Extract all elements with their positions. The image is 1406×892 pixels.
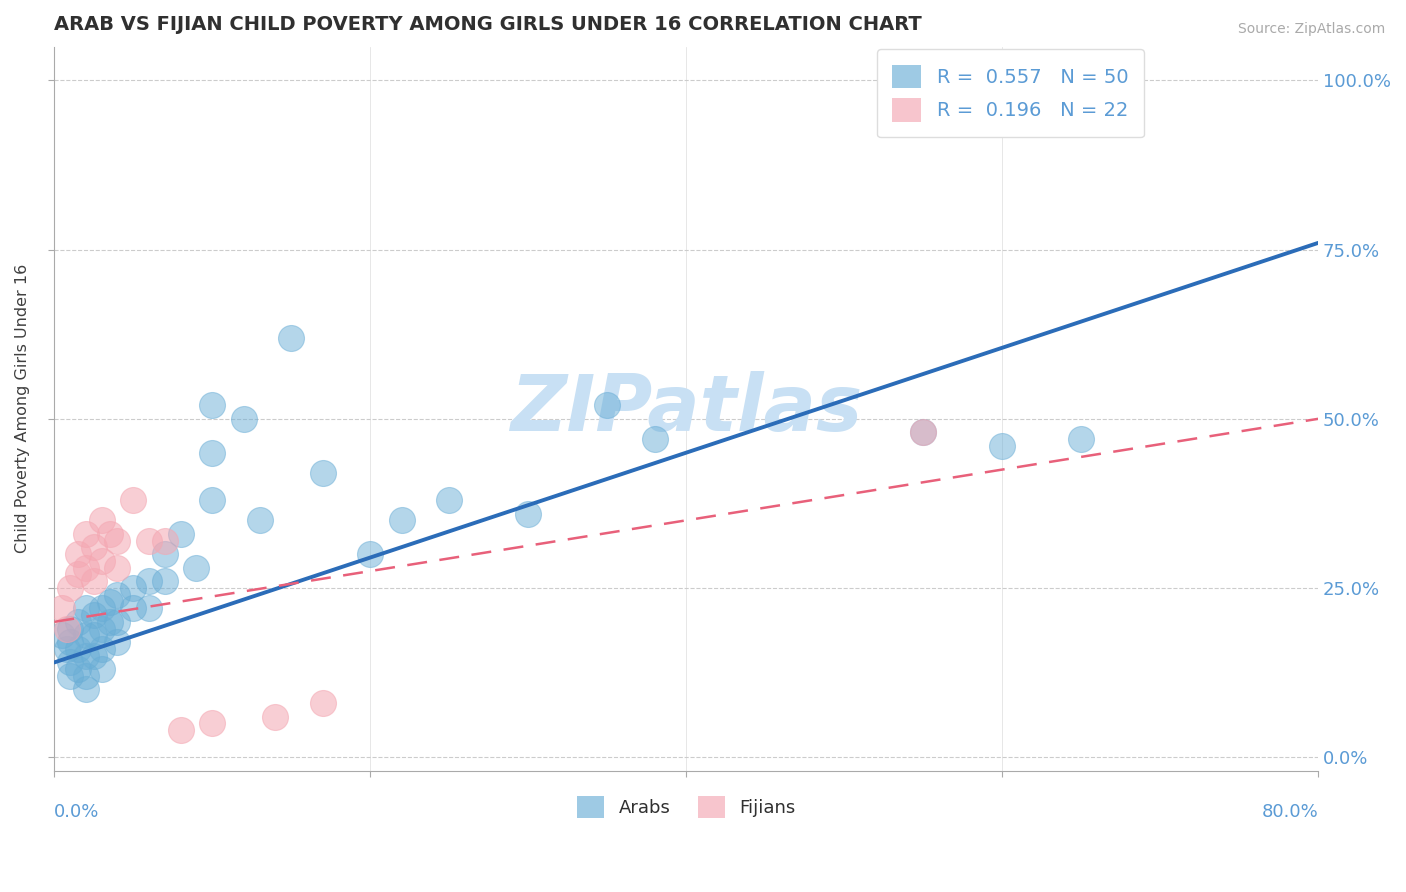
Point bbox=[249, 513, 271, 527]
Point bbox=[264, 709, 287, 723]
Point bbox=[107, 533, 129, 548]
Point bbox=[439, 493, 461, 508]
Point bbox=[912, 425, 935, 440]
Point bbox=[56, 622, 79, 636]
Text: Source: ZipAtlas.com: Source: ZipAtlas.com bbox=[1237, 22, 1385, 37]
Point bbox=[596, 398, 619, 412]
Point bbox=[75, 648, 97, 663]
Point bbox=[66, 615, 89, 629]
Point bbox=[107, 560, 129, 574]
Y-axis label: Child Poverty Among Girls Under 16: Child Poverty Among Girls Under 16 bbox=[15, 264, 30, 553]
Point bbox=[201, 445, 224, 459]
Point bbox=[138, 574, 160, 589]
Point bbox=[98, 594, 121, 608]
Point bbox=[75, 628, 97, 642]
Point bbox=[56, 641, 79, 656]
Point bbox=[75, 526, 97, 541]
Point bbox=[201, 493, 224, 508]
Point bbox=[201, 398, 224, 412]
Point bbox=[644, 432, 666, 446]
Point bbox=[312, 696, 335, 710]
Point bbox=[517, 507, 540, 521]
Point bbox=[122, 581, 145, 595]
Point bbox=[153, 533, 176, 548]
Point bbox=[75, 682, 97, 697]
Point bbox=[107, 635, 129, 649]
Point bbox=[59, 622, 82, 636]
Point bbox=[51, 601, 73, 615]
Point bbox=[59, 669, 82, 683]
Text: ARAB VS FIJIAN CHILD POVERTY AMONG GIRLS UNDER 16 CORRELATION CHART: ARAB VS FIJIAN CHILD POVERTY AMONG GIRLS… bbox=[55, 15, 922, 34]
Point bbox=[122, 493, 145, 508]
Point bbox=[98, 615, 121, 629]
Point bbox=[186, 560, 208, 574]
Point bbox=[170, 526, 193, 541]
Point bbox=[83, 541, 105, 555]
Point bbox=[90, 554, 112, 568]
Point bbox=[66, 567, 89, 582]
Point bbox=[138, 601, 160, 615]
Point bbox=[83, 628, 105, 642]
Point bbox=[75, 669, 97, 683]
Point bbox=[75, 560, 97, 574]
Point bbox=[83, 574, 105, 589]
Point bbox=[391, 513, 413, 527]
Point bbox=[66, 662, 89, 676]
Point bbox=[201, 716, 224, 731]
Point bbox=[912, 425, 935, 440]
Point bbox=[83, 648, 105, 663]
Legend: Arabs, Fijians: Arabs, Fijians bbox=[568, 787, 804, 827]
Point bbox=[359, 547, 381, 561]
Point bbox=[107, 615, 129, 629]
Point bbox=[153, 547, 176, 561]
Text: 0.0%: 0.0% bbox=[55, 804, 100, 822]
Point bbox=[991, 439, 1014, 453]
Text: 80.0%: 80.0% bbox=[1261, 804, 1319, 822]
Point bbox=[280, 331, 302, 345]
Point bbox=[312, 466, 335, 480]
Point bbox=[59, 656, 82, 670]
Point bbox=[51, 628, 73, 642]
Point bbox=[83, 608, 105, 623]
Point bbox=[59, 581, 82, 595]
Point bbox=[1070, 432, 1092, 446]
Point bbox=[90, 662, 112, 676]
Point bbox=[90, 641, 112, 656]
Point bbox=[138, 533, 160, 548]
Point bbox=[90, 513, 112, 527]
Point bbox=[59, 635, 82, 649]
Point bbox=[232, 412, 254, 426]
Point bbox=[66, 641, 89, 656]
Point bbox=[170, 723, 193, 737]
Point bbox=[90, 601, 112, 615]
Point bbox=[122, 601, 145, 615]
Point bbox=[66, 547, 89, 561]
Point bbox=[153, 574, 176, 589]
Text: ZIPatlas: ZIPatlas bbox=[510, 371, 862, 447]
Point bbox=[90, 622, 112, 636]
Point bbox=[107, 588, 129, 602]
Point bbox=[75, 601, 97, 615]
Point bbox=[98, 526, 121, 541]
